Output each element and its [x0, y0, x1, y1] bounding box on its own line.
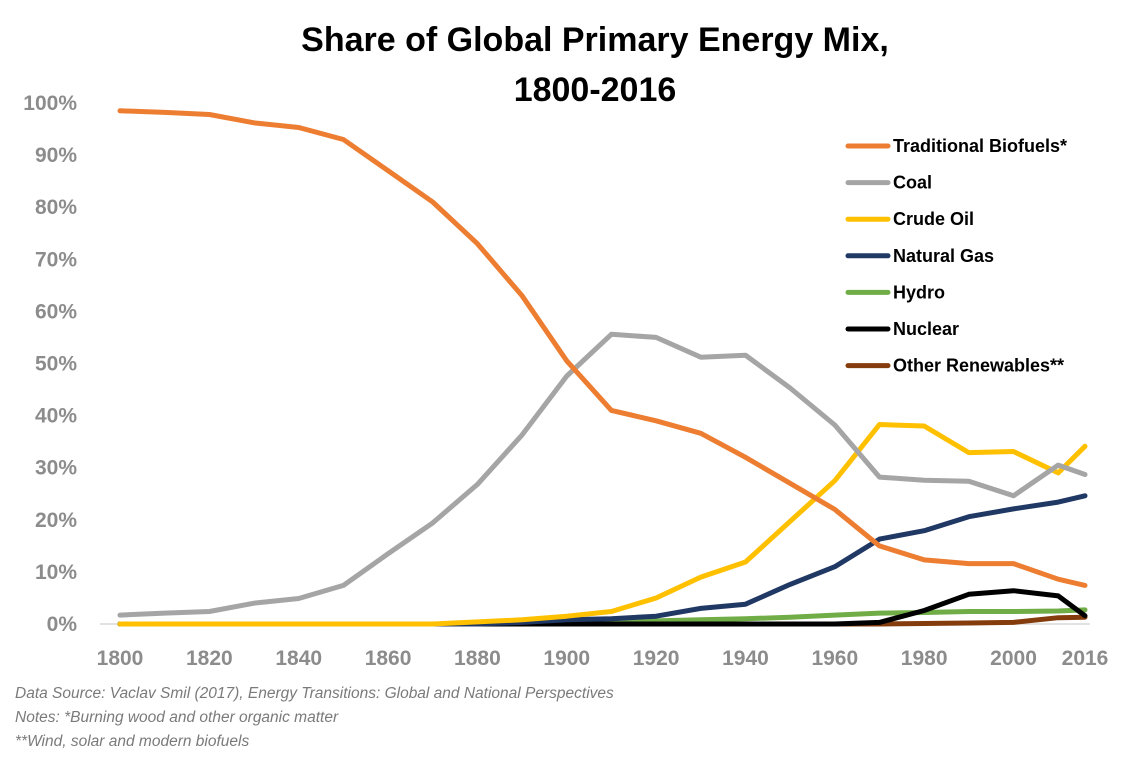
legend-label: Traditional Biofuels*: [893, 136, 1067, 156]
y-axis-tick-labels: 0% 10% 20% 30% 40% 50% 60% 70% 80% 90% 100%: [23, 92, 77, 636]
chart-title-years: 1800-2016: [514, 71, 677, 109]
y-tick-label: 50%: [35, 353, 77, 376]
chart-title: Share of Global Primary Energy Mix,: [301, 21, 889, 59]
y-tick-label: 40%: [35, 405, 77, 428]
series-lines: [117, 108, 1088, 627]
legend-label: Coal: [893, 173, 932, 193]
y-tick-label: 0%: [47, 613, 78, 636]
x-tick-label: 1840: [275, 647, 322, 670]
series-line-coal: [117, 331, 1088, 618]
y-tick-label: 80%: [35, 196, 77, 219]
series-line-crude-oil: [117, 422, 1088, 627]
series-line-traditional-biofuels: [117, 108, 1088, 588]
footnote-notes: Notes: *Burning wood and other organic m…: [15, 709, 339, 726]
footnote-renewables: **Wind, solar and modern biofuels: [15, 733, 249, 750]
footnote-source: Data Source: Vaclav Smil (2017), Energy …: [15, 685, 614, 702]
x-tick-label: 1860: [365, 647, 412, 670]
y-tick-label: 70%: [35, 248, 77, 271]
x-tick-label: 2000: [990, 647, 1037, 670]
x-tick-label: 2016: [1062, 647, 1109, 670]
x-tick-label: 1940: [722, 647, 769, 670]
legend-label: Hydro: [893, 282, 945, 302]
y-tick-label: 30%: [35, 457, 77, 480]
x-tick-label: 1820: [186, 647, 233, 670]
x-tick-label: 1800: [97, 647, 144, 670]
legend: Traditional Biofuels* Coal Crude Oil Natura…: [845, 136, 1067, 376]
legend-label: Other Renewables**: [893, 356, 1064, 376]
x-tick-label: 1880: [454, 647, 501, 670]
y-tick-label: 90%: [35, 144, 77, 167]
y-tick-label: 100%: [23, 92, 77, 115]
y-tick-label: 10%: [35, 561, 77, 584]
x-tick-label: 1980: [901, 647, 948, 670]
x-tick-label: 1960: [811, 647, 858, 670]
y-tick-label: 20%: [35, 509, 77, 532]
legend-label: Crude Oil: [893, 209, 974, 229]
x-tick-label: 1920: [633, 647, 680, 670]
y-tick-label: 60%: [35, 300, 77, 323]
legend-label: Natural Gas: [893, 246, 994, 266]
x-axis-tick-labels: 1800 1820 1840 1860 1880 1900 1920 1940 1960 1980…: [97, 647, 1109, 670]
x-tick-label: 1900: [543, 647, 590, 670]
legend-label: Nuclear: [893, 319, 959, 339]
